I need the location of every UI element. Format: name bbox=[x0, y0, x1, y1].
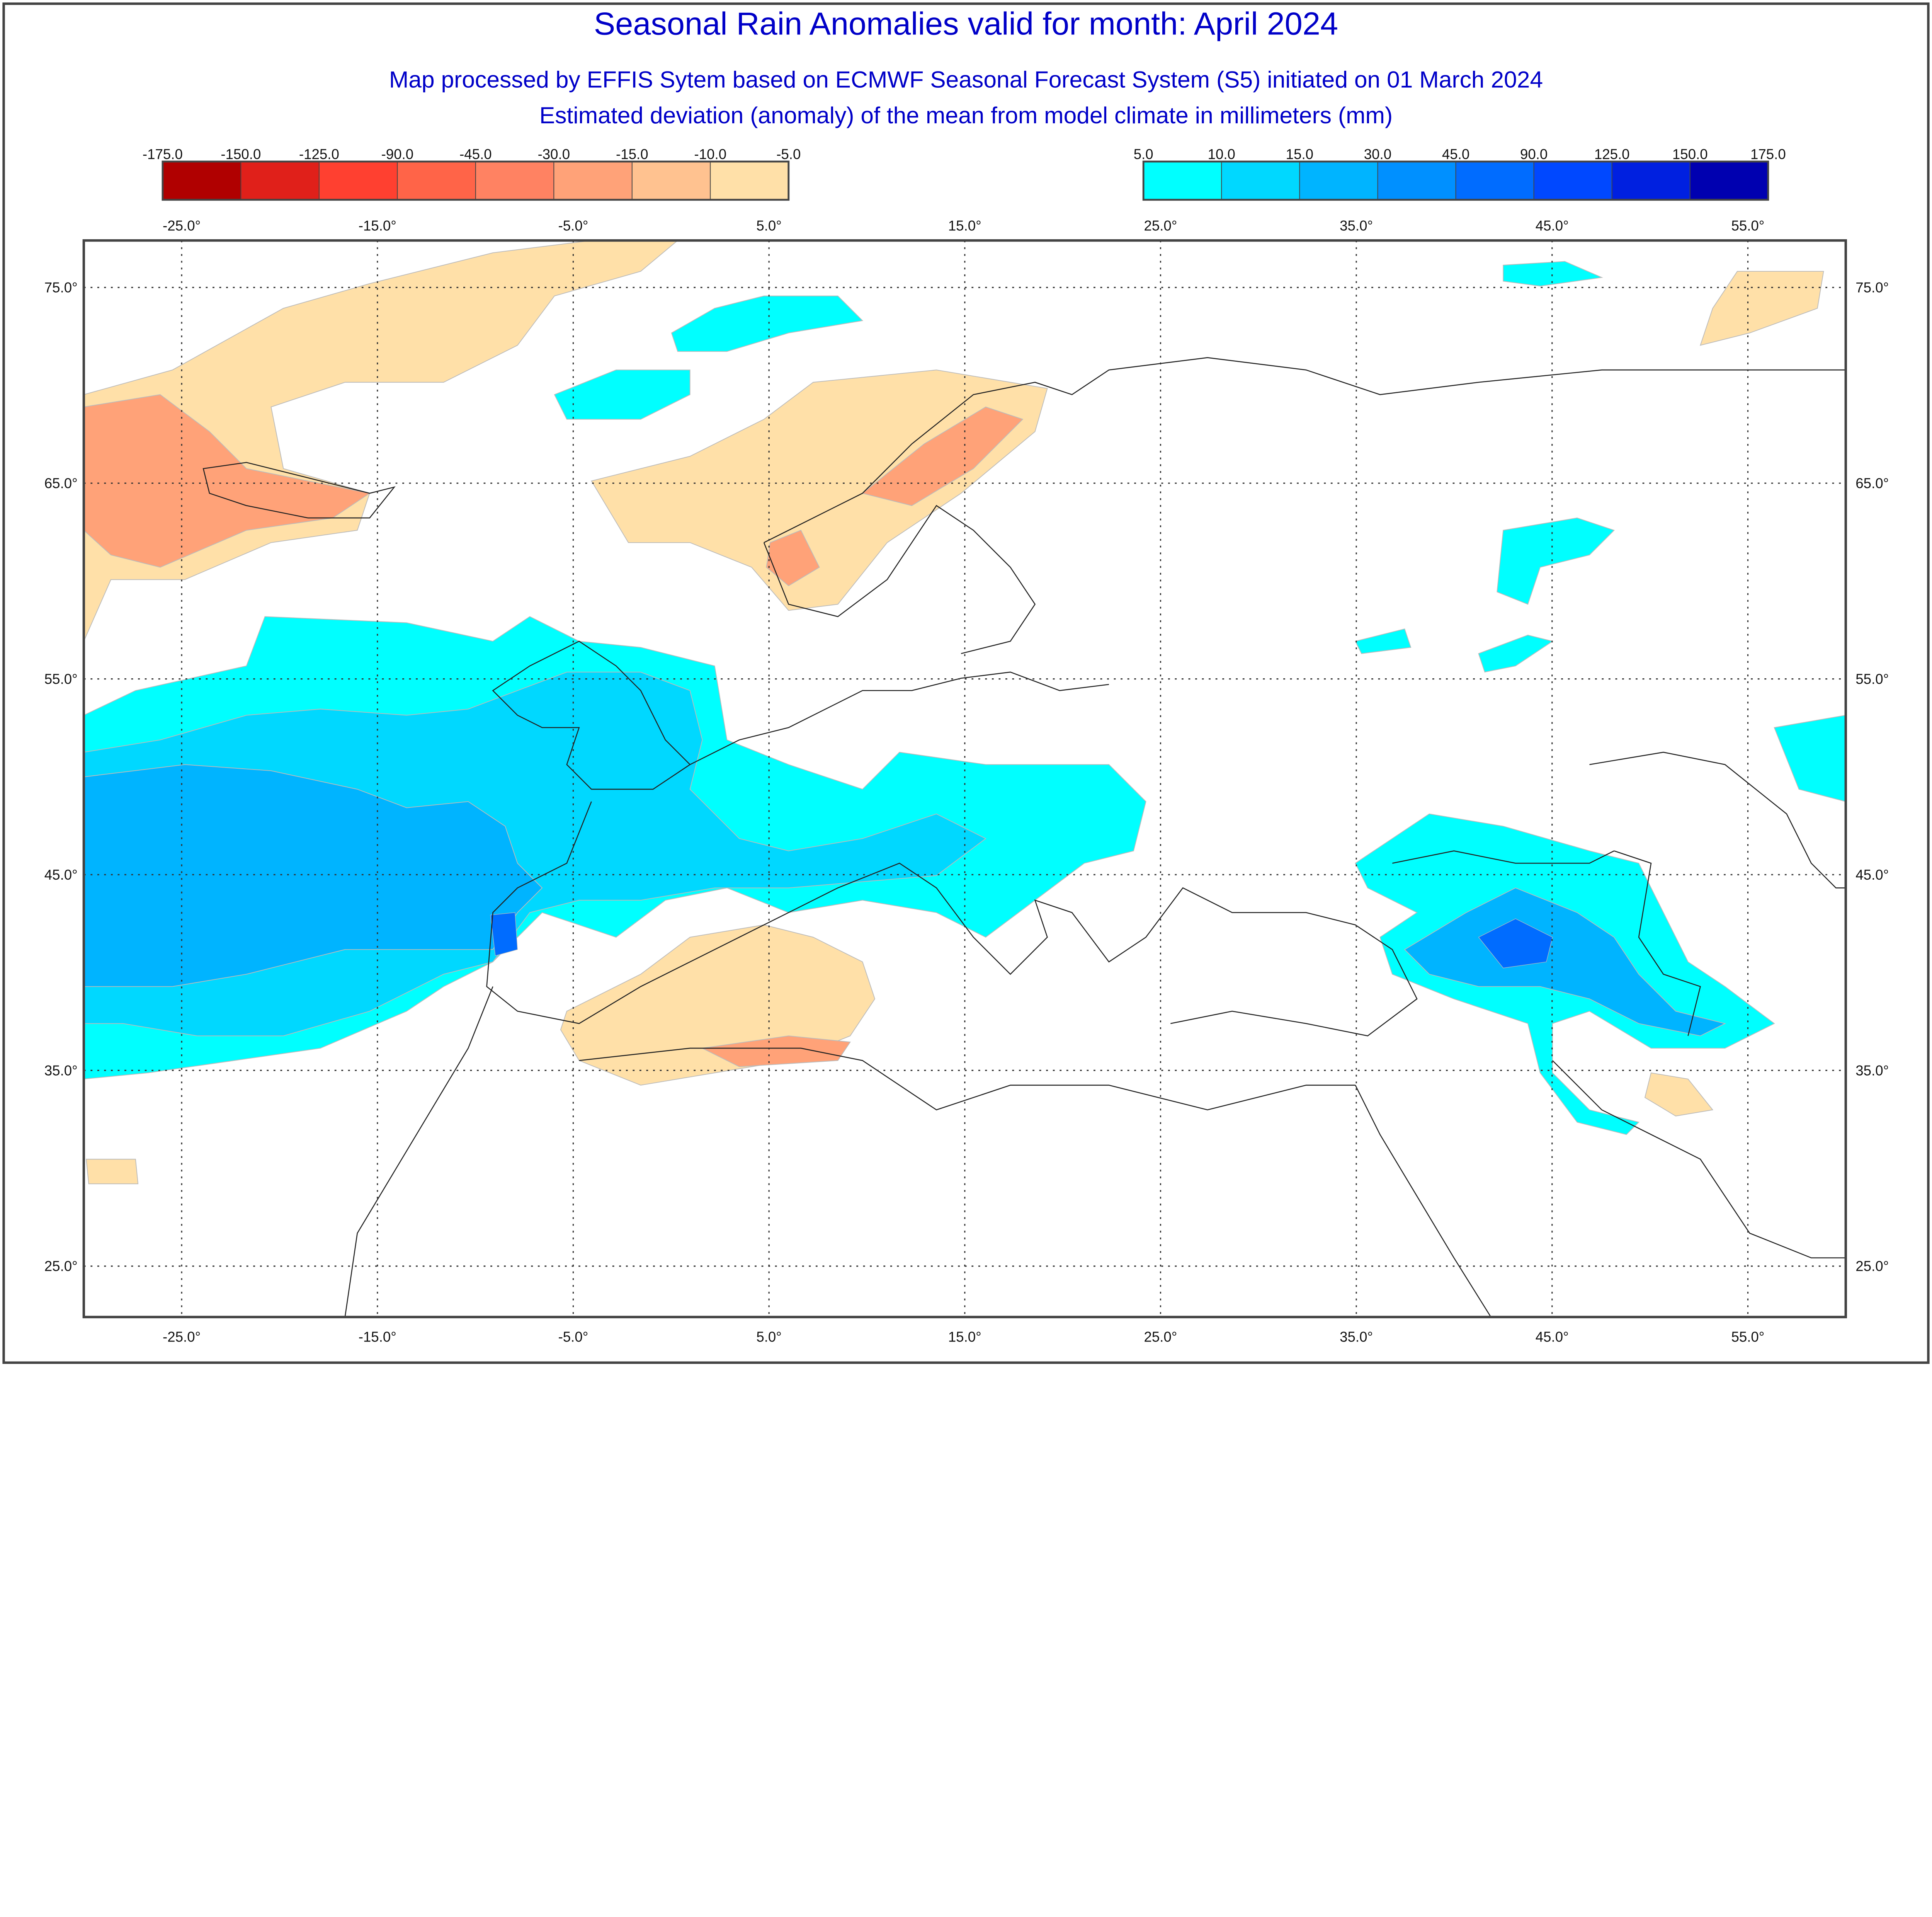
latitude-label: 25.0° bbox=[1855, 1258, 1889, 1274]
latitude-label: 35.0° bbox=[1855, 1062, 1889, 1078]
legend-negative-swatch bbox=[240, 161, 320, 200]
longitude-label: -25.0° bbox=[163, 218, 201, 234]
legend-positive-label: 45.0 bbox=[1442, 146, 1469, 162]
longitude-label: 45.0° bbox=[1536, 218, 1569, 234]
legend-positive-label: 15.0 bbox=[1286, 146, 1313, 162]
map-frame bbox=[82, 239, 1847, 1318]
legend-positive-swatch bbox=[1143, 161, 1222, 200]
legend-positive-border bbox=[1142, 160, 1769, 201]
map-area bbox=[83, 240, 1846, 1317]
coastlines-and-borders bbox=[202, 357, 1846, 1317]
legend-negative-swatch bbox=[318, 161, 398, 200]
latitude-label: 45.0° bbox=[1855, 867, 1889, 883]
longitude-label: 35.0° bbox=[1340, 218, 1373, 234]
legend-negative-border bbox=[162, 160, 790, 201]
latitude-label: 55.0° bbox=[1855, 671, 1889, 687]
map-title: Seasonal Rain Anomalies valid for month:… bbox=[594, 5, 1338, 41]
longitude-label: 45.0° bbox=[1536, 1329, 1569, 1345]
legend-positive-swatch bbox=[1455, 161, 1534, 200]
longitude-label: 15.0° bbox=[948, 1329, 981, 1345]
longitude-label: 5.0° bbox=[756, 1329, 782, 1345]
legend-negative-swatch bbox=[162, 161, 242, 200]
legend-positive-swatch bbox=[1611, 161, 1690, 200]
latitude-label: 75.0° bbox=[1855, 279, 1889, 295]
legend-negative-swatch bbox=[553, 161, 633, 200]
longitude-label: -5.0° bbox=[558, 218, 588, 234]
legend-positive-label: 10.0 bbox=[1208, 146, 1235, 162]
longitude-label: 25.0° bbox=[1144, 218, 1177, 234]
longitude-label: -5.0° bbox=[558, 1329, 588, 1345]
latitude-label: 75.0° bbox=[44, 279, 78, 295]
legend-negative-swatch bbox=[710, 161, 789, 200]
legend-positive-label: 30.0 bbox=[1364, 146, 1391, 162]
legend-positive-swatch bbox=[1377, 161, 1456, 200]
legend-negative-label: -150.0 bbox=[221, 146, 261, 162]
legend-positive-swatch bbox=[1299, 161, 1378, 200]
longitude-label: 35.0° bbox=[1340, 1329, 1373, 1345]
legend-positive-colorbar: 5.0 10.0 15.0 30.0 45.0 90.0 125.0 150.0 175.0 bbox=[1134, 146, 1786, 201]
longitude-label: 55.0° bbox=[1731, 1329, 1764, 1345]
longitude-label: 5.0° bbox=[756, 218, 782, 234]
wet-anomaly-areas bbox=[83, 261, 1846, 1135]
legend-positive-label: 150.0 bbox=[1672, 146, 1708, 162]
legend-negative-label: -10.0 bbox=[694, 146, 727, 162]
legend-negative-label: -175.0 bbox=[143, 146, 183, 162]
map-subtitle-units: Estimated deviation (anomaly) of the mea… bbox=[539, 102, 1393, 128]
legend-negative-label: -90.0 bbox=[381, 146, 414, 162]
longitude-label: -15.0° bbox=[359, 218, 396, 234]
legend-negative-label: -30.0 bbox=[538, 146, 570, 162]
longitude-label: -15.0° bbox=[359, 1329, 396, 1345]
legend-negative-swatch bbox=[397, 161, 476, 200]
legend-negative-swatch bbox=[631, 161, 711, 200]
graticule bbox=[83, 240, 1846, 1317]
anomaly-map-figure: Seasonal Rain Anomalies valid for month:… bbox=[2, 2, 1930, 1364]
latitude-label: 65.0° bbox=[1855, 475, 1889, 491]
legend-positive-swatch bbox=[1221, 161, 1300, 200]
latitude-label: 25.0° bbox=[44, 1258, 78, 1274]
longitude-label: 55.0° bbox=[1731, 218, 1764, 234]
legend-negative-label: -5.0 bbox=[776, 146, 801, 162]
latitude-label: 35.0° bbox=[44, 1062, 78, 1078]
legend-positive-label: 125.0 bbox=[1594, 146, 1630, 162]
legend-negative-colorbar: -175.0 -150.0 -125.0 -90.0 -45.0 -30.0 -15.0 -1… bbox=[143, 146, 801, 201]
legend-positive-label: 5.0 bbox=[1134, 146, 1153, 162]
legend-positive-swatch bbox=[1689, 161, 1769, 200]
longitude-label: 15.0° bbox=[948, 218, 981, 234]
legend-negative-swatch bbox=[475, 161, 554, 200]
legend-negative-label: -45.0 bbox=[459, 146, 492, 162]
latitude-label: 65.0° bbox=[44, 475, 78, 491]
legend-negative-label: -15.0 bbox=[616, 146, 648, 162]
map-subtitle-source: Map processed by EFFIS Sytem based on EC… bbox=[389, 66, 1543, 93]
axis-tick-labels: -25.0° -25.0° -15.0° -15.0° -5.0° -5.0° 5.0° 5.… bbox=[44, 218, 1889, 1345]
legend-negative-label: -125.0 bbox=[299, 146, 339, 162]
longitude-label: -25.0° bbox=[163, 1329, 201, 1345]
latitude-label: 45.0° bbox=[44, 867, 78, 883]
legend-positive-label: 175.0 bbox=[1750, 146, 1786, 162]
latitude-label: 55.0° bbox=[44, 671, 78, 687]
legend-positive-label: 90.0 bbox=[1520, 146, 1548, 162]
legend-positive-swatch bbox=[1533, 161, 1612, 200]
longitude-label: 25.0° bbox=[1144, 1329, 1177, 1345]
dry-anomaly-areas bbox=[83, 240, 1824, 1185]
